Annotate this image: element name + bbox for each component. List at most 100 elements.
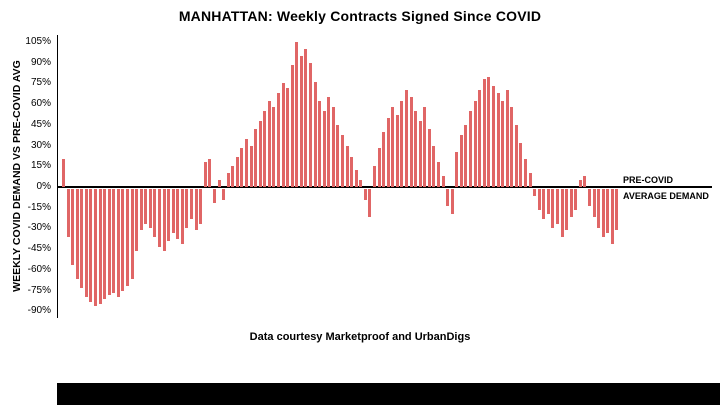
y-tick: -30%: [27, 222, 51, 234]
bar: [592, 189, 596, 217]
bar: [455, 152, 459, 187]
bar: [510, 106, 514, 187]
bar: [75, 189, 79, 279]
bar: [144, 189, 148, 224]
bar: [610, 189, 614, 245]
bar: [308, 62, 312, 187]
bar: [336, 124, 340, 187]
bar: [121, 189, 125, 292]
bar: [354, 170, 358, 187]
bar: [148, 189, 152, 228]
bar: [482, 79, 486, 187]
bar: [190, 189, 194, 220]
bar: [80, 189, 84, 289]
bar: [199, 189, 203, 224]
bar: [450, 189, 454, 214]
bar: [116, 189, 120, 297]
bar: [244, 138, 248, 187]
bar: [587, 189, 591, 206]
annotation-line-2: AVERAGE DEMAND: [623, 191, 709, 201]
bar: [185, 189, 189, 228]
bar: [112, 189, 116, 293]
bar: [487, 76, 491, 187]
zero-baseline: [57, 186, 712, 188]
bar: [523, 159, 527, 187]
bar: [350, 156, 354, 187]
bar: [331, 106, 335, 187]
bar: [171, 189, 175, 234]
bar: [180, 189, 184, 245]
bar: [583, 175, 587, 187]
bar: [313, 82, 317, 187]
bar: [405, 90, 409, 187]
bar: [299, 55, 303, 187]
y-tick: 90%: [30, 56, 51, 68]
bar: [235, 156, 239, 187]
chart-title: MANHATTAN: Weekly Contracts Signed Since…: [178, 8, 542, 24]
bar: [542, 189, 546, 220]
bar: [615, 189, 619, 231]
y-tick: 105%: [25, 36, 51, 47]
bar: [533, 189, 537, 196]
bar: [501, 101, 505, 187]
bar: [418, 120, 422, 187]
bar: [409, 97, 413, 187]
bar: [391, 106, 395, 187]
y-tick: 75%: [30, 77, 51, 89]
bar: [222, 189, 226, 201]
bar: [473, 101, 477, 187]
plot-area: 105% 90% 75% 60% 45% 30% 15% 0% -15% -30% -45% -60%…: [25, 35, 712, 318]
bar: [139, 189, 143, 231]
data-source-caption: Data courtesy Marketproof and UrbanDigs: [249, 331, 471, 343]
bar: [89, 189, 93, 303]
y-tick: 30%: [30, 139, 51, 151]
bar: [423, 106, 427, 187]
bar: [158, 189, 162, 247]
bar: [318, 101, 322, 187]
bar: [66, 189, 70, 238]
bar: [327, 97, 331, 187]
bar: [432, 145, 436, 187]
bar: [537, 189, 541, 210]
bar: [395, 115, 399, 187]
bar: [578, 180, 582, 187]
bar: [491, 86, 495, 187]
bar: [276, 93, 280, 187]
bar: [107, 189, 111, 296]
bar: [62, 159, 65, 187]
y-tick: -15%: [27, 201, 51, 213]
bar: [414, 111, 418, 187]
annotation-line-1: PRE-COVID: [623, 175, 674, 185]
bar: [446, 189, 450, 206]
y-tick: 45%: [30, 118, 51, 130]
bar: [130, 189, 134, 279]
pre-covid-average-annotation: PRE-COVID AVERAGE DEMAND: [623, 172, 709, 204]
bar: [560, 189, 564, 238]
bar: [363, 189, 367, 201]
bar: [162, 189, 166, 252]
bar: [135, 189, 139, 252]
bar: [437, 162, 441, 187]
bar: [606, 189, 610, 234]
bar: [286, 87, 290, 187]
bar: [203, 162, 207, 187]
y-tick: -60%: [27, 263, 51, 275]
y-tick: 15%: [30, 160, 51, 172]
bar: [459, 134, 463, 187]
bar: [290, 65, 294, 187]
bar: [546, 189, 550, 214]
bar: [569, 189, 573, 217]
bar: [341, 134, 344, 187]
bar: [231, 166, 235, 187]
bar: [345, 145, 349, 187]
bar: [574, 189, 578, 210]
bar: [555, 189, 559, 224]
y-axis-label: WEEKLY COVID DEMAND VS PRE-COVID AVG: [11, 60, 23, 292]
bar: [551, 189, 555, 228]
bar: [373, 166, 377, 187]
bar: [519, 142, 523, 187]
bar: [84, 189, 88, 297]
bar: [267, 101, 271, 187]
bar: [601, 189, 605, 238]
